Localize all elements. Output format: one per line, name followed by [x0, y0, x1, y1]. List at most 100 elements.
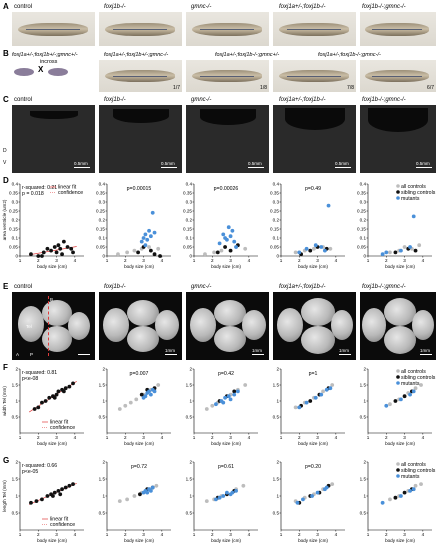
p-value: p=0.007: [130, 371, 149, 377]
y-tick-label: 0.4: [360, 182, 367, 187]
x-tick-label: 1: [106, 532, 109, 537]
x-axis-label: body size (cm): [124, 264, 154, 269]
panel-label-a: A: [3, 2, 9, 11]
data-point: [402, 490, 407, 495]
y-tick-label: 2: [276, 367, 279, 372]
x-tick-label: 4: [161, 435, 164, 440]
x-tick-label: 4: [422, 435, 425, 440]
data-point: [399, 397, 403, 402]
data-point: [71, 381, 75, 386]
data-point: [123, 403, 128, 408]
x-axis-label: body size (cm): [385, 264, 415, 269]
x-tick-label: 2: [298, 258, 301, 263]
y-tick-label: 0.1: [273, 236, 280, 241]
legend-swatch: [396, 381, 400, 385]
oct-image: 0.5mm: [186, 105, 269, 173]
fish-photo: 7/8: [273, 60, 356, 92]
x-tick-label: 3: [55, 435, 58, 440]
x-tick-label: 4: [422, 532, 425, 537]
data-point: [219, 248, 224, 253]
y-tick-label: 0.05: [183, 245, 192, 250]
x-tick-label: 1: [19, 258, 22, 263]
y-axis-label: length Tel (mm): [2, 480, 7, 512]
x-tick-label: 2: [385, 435, 388, 440]
data-point: [230, 490, 235, 495]
data-point: [301, 497, 305, 502]
panel-label-f: F: [3, 363, 8, 372]
p-value: p=0.61: [218, 464, 234, 470]
data-point: [147, 228, 151, 233]
data-point: [145, 490, 150, 495]
x-tick-label: 1: [367, 435, 370, 440]
data-point: [324, 485, 329, 490]
data-point: [125, 250, 130, 255]
fish-photo: [12, 12, 95, 46]
genotype-label: foxj1a+/-;foxj1b-/-: [279, 4, 326, 10]
data-point: [304, 400, 309, 405]
y-axis-label: area ventricle (um2): [2, 199, 7, 240]
data-point: [413, 248, 418, 253]
y-tick-label: 0.5: [360, 511, 367, 516]
data-point: [45, 246, 50, 251]
y-tick-label: 1: [15, 494, 18, 499]
x-tick-label: 2: [298, 532, 301, 537]
p-value: p=0.20: [305, 464, 321, 470]
data-point: [417, 243, 422, 248]
data-point: [402, 394, 407, 399]
data-point: [203, 252, 207, 257]
data-point: [293, 250, 298, 255]
panel-label-e: E: [3, 282, 9, 291]
data-point: [40, 400, 44, 405]
y-tick-label: 0: [276, 254, 279, 259]
data-point: [388, 402, 392, 407]
y-tick-label: 0.2: [360, 218, 367, 223]
data-point: [297, 405, 302, 410]
stat-text: r-squared: 0.66: [22, 463, 57, 469]
x-axis-label: body size (cm): [37, 264, 67, 269]
x-tick-label: 1: [367, 532, 370, 537]
data-point: [295, 500, 300, 505]
y-tick-label: 0.4: [186, 182, 193, 187]
y-tick-label: 0: [189, 254, 192, 259]
genotype-label: foxj1b-/-;gmnc-/-: [362, 97, 406, 103]
data-point: [232, 389, 237, 394]
y-tick-label: 0: [102, 254, 105, 259]
data-point: [204, 407, 209, 411]
data-point: [313, 395, 318, 400]
y-tick-label: 1.5: [186, 383, 193, 388]
data-point: [52, 395, 57, 400]
y-tick-label: 0.05: [270, 245, 279, 250]
data-point: [411, 487, 416, 492]
x-tick-label: 2: [37, 532, 40, 537]
x-axis-label: body size (cm): [385, 441, 415, 446]
data-point: [408, 245, 412, 249]
fish-schematic-icon: [14, 68, 34, 76]
data-point: [243, 246, 248, 251]
y-tick-label: 0.1: [360, 236, 367, 241]
x-tick-label: 3: [403, 435, 406, 440]
y-tick-label: 0.05: [357, 245, 366, 250]
x-tick-label: 4: [248, 258, 251, 263]
data-point: [228, 397, 233, 402]
x-tick-label: 1: [280, 532, 283, 537]
y-tick-label: 0.15: [9, 227, 18, 232]
data-point: [69, 246, 74, 251]
data-point: [117, 407, 122, 411]
data-point: [411, 389, 416, 394]
data-point: [148, 234, 153, 239]
cross-symbol: X: [38, 65, 44, 74]
data-point: [143, 232, 148, 237]
data-point: [143, 394, 148, 399]
fish-photo: [360, 12, 436, 46]
brain-image: 1mm: [273, 292, 356, 360]
data-point: [399, 494, 403, 498]
data-point: [214, 497, 218, 502]
data-point: [61, 389, 66, 394]
x-tick-label: 3: [229, 435, 232, 440]
brain-image: 1mm: [360, 292, 436, 360]
y-tick-label: 0.25: [9, 209, 18, 214]
y-tick-label: 0.5: [12, 511, 19, 516]
data-point: [326, 203, 331, 208]
fish-photo: 1/7: [99, 60, 182, 92]
x-tick-label: 1: [19, 532, 22, 537]
